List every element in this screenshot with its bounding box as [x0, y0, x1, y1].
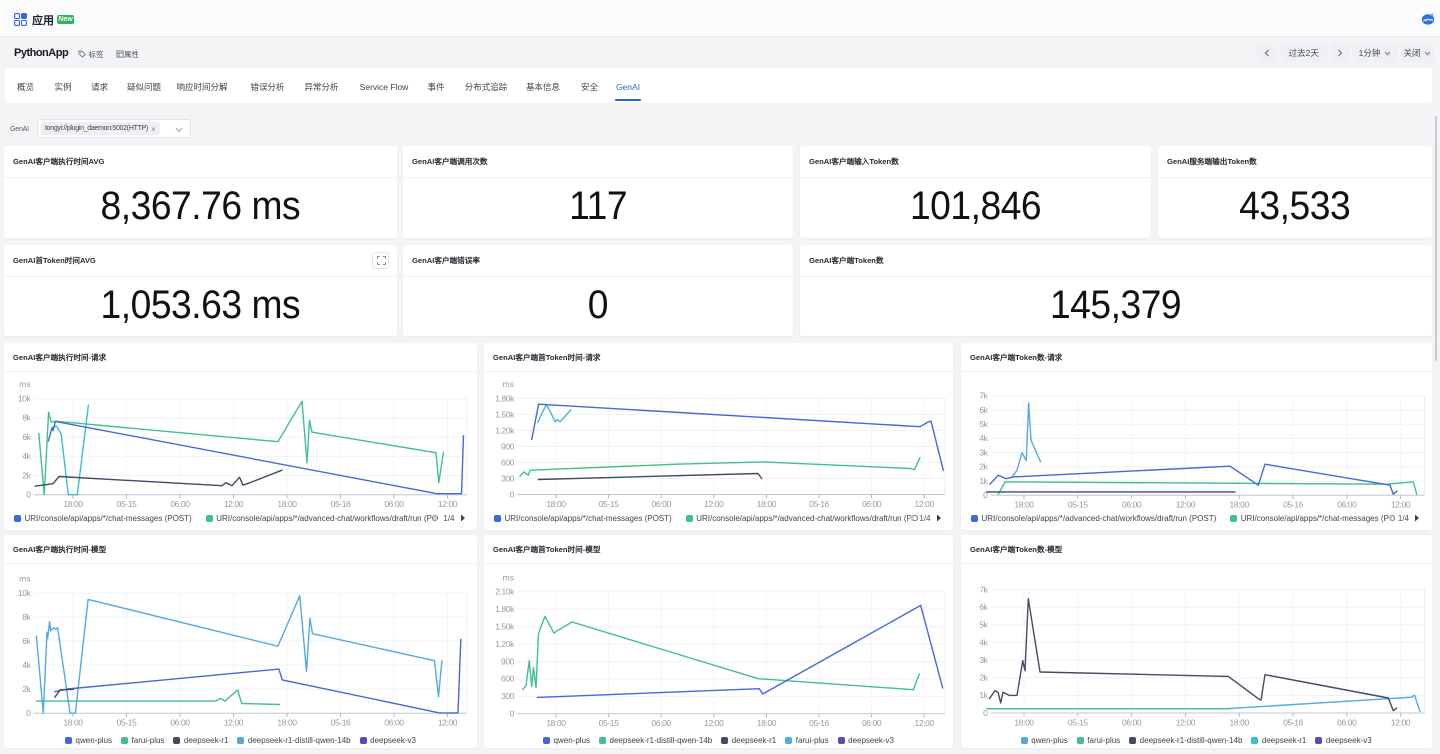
svg-text:12:00: 12:00: [1176, 499, 1196, 509]
svg-text:05-15: 05-15: [117, 499, 137, 509]
svg-text:12:00: 12:00: [438, 499, 458, 509]
svg-text:6k: 6k: [979, 405, 988, 415]
svg-text:1.20k: 1.20k: [495, 425, 515, 435]
svg-text:05-15: 05-15: [599, 499, 619, 509]
svg-text:8k: 8k: [22, 612, 31, 622]
svg-text:600: 600: [501, 674, 515, 684]
svg-text:1.80k: 1.80k: [495, 393, 515, 403]
svg-text:12:00: 12:00: [704, 499, 724, 509]
svg-text:05-16: 05-16: [1283, 499, 1303, 509]
svg-text:18:00: 18:00: [277, 718, 297, 728]
svg-text:4k: 4k: [979, 433, 988, 443]
svg-text:10k: 10k: [18, 588, 32, 598]
svg-text:18:00: 18:00: [1230, 718, 1250, 728]
svg-text:06:00: 06:00: [170, 499, 190, 509]
svg-text:5k: 5k: [979, 419, 988, 429]
svg-text:06:00: 06:00: [652, 499, 672, 509]
svg-text:06:00: 06:00: [170, 718, 190, 728]
svg-text:900: 900: [501, 441, 515, 451]
svg-text:18:00: 18:00: [546, 499, 566, 509]
svg-text:10k: 10k: [18, 393, 32, 403]
svg-text:05-16: 05-16: [331, 499, 351, 509]
svg-text:0: 0: [983, 708, 988, 718]
svg-text:12:00: 12:00: [224, 499, 244, 509]
svg-text:12:00: 12:00: [1176, 718, 1196, 728]
svg-text:600: 600: [501, 457, 515, 467]
svg-text:1.50k: 1.50k: [495, 409, 515, 419]
svg-text:0: 0: [510, 709, 515, 719]
svg-text:05-16: 05-16: [1283, 718, 1303, 728]
svg-text:0: 0: [983, 490, 988, 500]
svg-text:8k: 8k: [22, 412, 31, 422]
svg-text:12:00: 12:00: [224, 718, 244, 728]
svg-text:12:00: 12:00: [704, 718, 724, 728]
svg-text:4k: 4k: [979, 638, 988, 648]
svg-text:2.10k: 2.10k: [495, 587, 515, 597]
svg-text:18:00: 18:00: [277, 499, 297, 509]
svg-text:12:00: 12:00: [1391, 718, 1411, 728]
svg-text:6k: 6k: [22, 432, 31, 442]
svg-text:18:00: 18:00: [63, 499, 83, 509]
svg-text:3k: 3k: [979, 447, 988, 457]
svg-text:7k: 7k: [979, 390, 988, 400]
svg-text:5k: 5k: [979, 620, 988, 630]
svg-text:18:00: 18:00: [546, 718, 566, 728]
svg-text:06:00: 06:00: [652, 718, 672, 728]
svg-text:6k: 6k: [22, 636, 31, 646]
svg-text:12:00: 12:00: [915, 499, 935, 509]
svg-text:05-15: 05-15: [599, 718, 619, 728]
svg-text:06:00: 06:00: [862, 718, 882, 728]
svg-text:06:00: 06:00: [1337, 718, 1357, 728]
svg-text:05-15: 05-15: [1068, 499, 1088, 509]
svg-text:3k: 3k: [979, 655, 988, 665]
svg-text:2k: 2k: [22, 470, 31, 480]
svg-text:18:00: 18:00: [63, 718, 83, 728]
svg-text:06:00: 06:00: [1337, 499, 1357, 509]
svg-text:12:00: 12:00: [1391, 499, 1411, 509]
svg-text:06:00: 06:00: [862, 499, 882, 509]
svg-text:12:00: 12:00: [915, 718, 935, 728]
svg-text:1.20k: 1.20k: [495, 639, 515, 649]
svg-text:2k: 2k: [22, 684, 31, 694]
svg-text:300: 300: [501, 691, 515, 701]
svg-text:18:00: 18:00: [1014, 718, 1034, 728]
svg-text:4k: 4k: [22, 451, 31, 461]
svg-text:1.50k: 1.50k: [495, 622, 515, 632]
svg-text:05-16: 05-16: [809, 718, 829, 728]
svg-text:06:00: 06:00: [384, 718, 404, 728]
svg-text:1k: 1k: [979, 476, 988, 486]
svg-text:0: 0: [26, 708, 31, 718]
svg-text:18:00: 18:00: [757, 499, 777, 509]
svg-text:05-15: 05-15: [1068, 718, 1088, 728]
svg-text:0: 0: [26, 489, 31, 499]
svg-text:ms: ms: [503, 379, 514, 389]
svg-text:4k: 4k: [22, 660, 31, 670]
svg-text:06:00: 06:00: [1122, 718, 1142, 728]
svg-text:7k: 7k: [979, 585, 988, 595]
svg-text:0: 0: [510, 489, 515, 499]
svg-text:05-15: 05-15: [117, 718, 137, 728]
svg-text:05-16: 05-16: [331, 718, 351, 728]
svg-text:ms: ms: [19, 379, 30, 389]
svg-text:18:00: 18:00: [757, 718, 777, 728]
svg-text:900: 900: [501, 657, 515, 667]
svg-text:05-16: 05-16: [809, 499, 829, 509]
svg-text:2k: 2k: [979, 673, 988, 683]
svg-text:ms: ms: [19, 574, 30, 584]
svg-text:1k: 1k: [979, 690, 988, 700]
svg-text:06:00: 06:00: [384, 499, 404, 509]
svg-text:6k: 6k: [979, 602, 988, 612]
svg-text:1.80k: 1.80k: [495, 604, 515, 614]
svg-text:2k: 2k: [979, 461, 988, 471]
svg-text:06:00: 06:00: [1122, 499, 1142, 509]
svg-text:ms: ms: [503, 573, 514, 583]
svg-text:12:00: 12:00: [438, 718, 458, 728]
svg-text:18:00: 18:00: [1014, 499, 1034, 509]
svg-text:18:00: 18:00: [1230, 499, 1250, 509]
svg-text:300: 300: [501, 473, 515, 483]
